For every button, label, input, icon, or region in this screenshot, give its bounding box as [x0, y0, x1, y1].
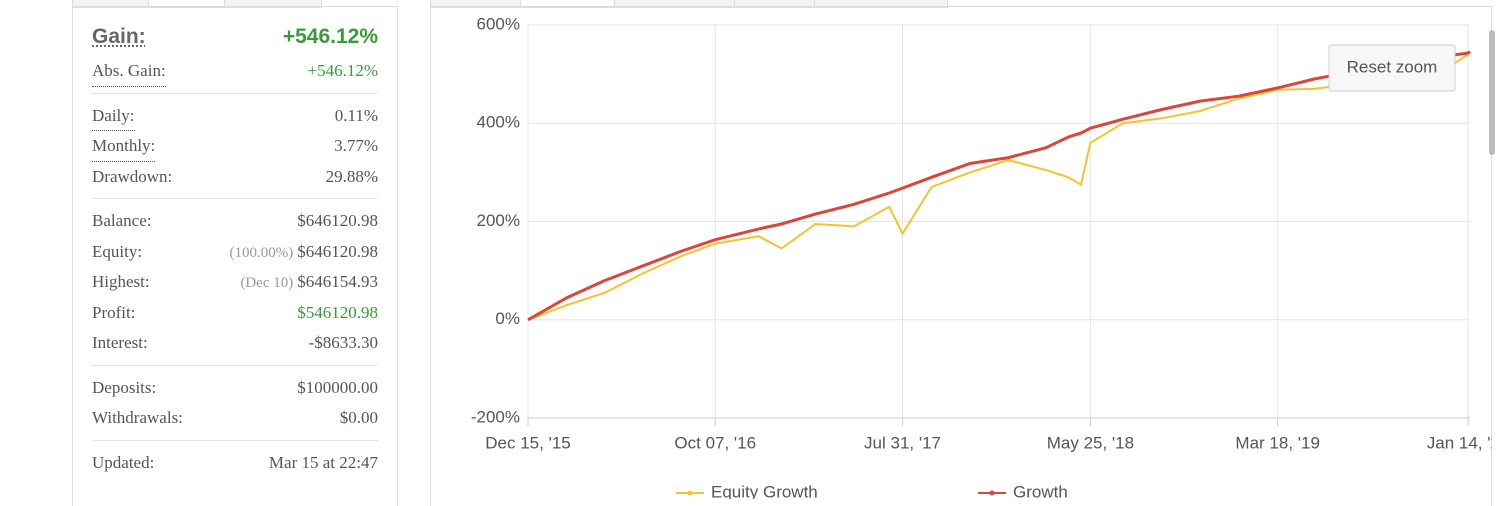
stats-value: -$8633.30: [308, 333, 378, 352]
stats-row: Updated: Mar 15 at 22:47: [92, 448, 378, 479]
stats-group: Abs. Gain: +546.12%: [92, 49, 378, 93]
stats-value: 0.11%: [334, 105, 378, 125]
chart-panel: [430, 6, 1492, 506]
reset-zoom-button[interactable]: [1328, 44, 1456, 92]
stats-value: 3.77%: [334, 136, 378, 155]
stats-label: Monthly:: [92, 131, 156, 162]
stats-note: (Dec 10): [240, 275, 294, 291]
stats-value: Mar 15 at 22:47: [268, 452, 378, 472]
stats-panel: Gain: +546.12% Abs. Gain: +546.12% Daily: 0…: [72, 6, 398, 506]
legend-label: Growth: [1013, 482, 1068, 499]
stats-row: Monthly: 3.77%: [92, 131, 378, 162]
gain-label: Gain:: [92, 25, 146, 48]
stats-row: Highest: (Dec 10) $646154.93: [92, 267, 378, 298]
x-tick-label: Dec 15, '15: [485, 433, 570, 452]
reset-zoom-label[interactable]: Reset zoom: [1347, 57, 1438, 76]
gain-value: +546.12%: [282, 25, 378, 48]
legend-marker: [687, 490, 693, 496]
stats-row: Drawdown: 29.88%: [92, 162, 378, 193]
y-tick-label: 200%: [477, 211, 520, 230]
stats-value: $646120.98: [297, 241, 378, 261]
stats-groups: Abs. Gain: +546.12% Daily: 0.11% Monthly: 3.7…: [92, 49, 378, 484]
stats-label: Drawdown:: [92, 166, 173, 186]
stats-label: Deposits:: [92, 377, 157, 397]
scrollbar[interactable]: [1489, 30, 1495, 155]
x-tick-label: Oct 07, '16: [674, 433, 756, 452]
x-tick-label: Mar 18, '19: [1235, 433, 1320, 452]
tab[interactable]: [814, 0, 948, 8]
stats-value-wrap: $546120.98: [297, 298, 378, 329]
stats-value-wrap: Mar 15 at 22:47: [269, 448, 378, 479]
legend-marker: [989, 490, 995, 496]
stats-value-wrap: $0.00: [340, 403, 378, 434]
stats-label: Profit:: [92, 302, 136, 322]
y-tick-label: 600%: [477, 14, 520, 33]
stats-row: Equity: (100.00%) $646120.98: [92, 237, 378, 268]
y-tick-label: 0%: [495, 309, 520, 328]
stats-note: (100.00%): [229, 244, 294, 261]
stats-value: +546.12%: [307, 61, 379, 80]
series-line: [527, 50, 1471, 322]
stats-label: Equity:: [92, 241, 143, 261]
stats-label: Abs. Gain:: [92, 56, 166, 87]
stats-value-wrap: 3.77%: [334, 131, 378, 162]
stats-label: Withdrawals:: [92, 408, 183, 427]
stats-value-wrap: 0.11%: [335, 101, 378, 132]
stats-row: Profit: $546120.98: [92, 298, 378, 329]
stats-group: Deposits: $100000.00 Withdrawals: $0.00: [92, 364, 378, 440]
stats-group: Daily: 0.11% Monthly: 3.77% Drawdown: 29.88%: [92, 92, 378, 199]
stats-label: Interest:: [92, 333, 148, 352]
x-tick-label: Jan 14, '20: [1427, 433, 1492, 452]
stats-label: Daily:: [92, 101, 135, 131]
chart: -200% 0% 200% 400% 600% Dec 15, '15 Oct 07, '1…: [471, 14, 1492, 499]
stats-value: 29.88%: [325, 166, 378, 186]
stats-value-wrap: $100000.00: [297, 373, 378, 404]
stats-value-wrap: $646120.98: [297, 206, 378, 237]
stats-row: Interest: -$8633.30: [92, 328, 378, 359]
stats-value-wrap: 29.88%: [326, 162, 378, 193]
x-tick-label: Jul 31, '17: [864, 433, 941, 452]
y-tick-label: -200%: [471, 407, 520, 426]
stats-row: Balance: $646120.98: [92, 206, 378, 237]
stats-label: Highest:: [92, 272, 150, 291]
stats-value-wrap: -$8633.30: [309, 328, 378, 359]
stats-row: Daily: 0.11%: [92, 101, 378, 132]
stats-value-wrap: (Dec 10) $646154.93: [240, 267, 378, 298]
stats-row: Withdrawals: $0.00: [92, 403, 378, 434]
series-line: [527, 50, 1471, 321]
y-tick-label: 400%: [477, 113, 520, 132]
stats-group: Updated: Mar 15 at 22:47: [92, 439, 378, 485]
gain-row: Gain: +546.12%: [92, 25, 378, 49]
stats-value: $646120.98: [297, 211, 378, 230]
stats-value: $546120.98: [297, 302, 378, 322]
x-tick-label: May 25, '18: [1047, 433, 1134, 452]
stats-group: Balance: $646120.98 Equity: (100.00%) $64612…: [92, 198, 378, 365]
stats-value: $100000.00: [297, 377, 378, 397]
tab[interactable]: [224, 0, 322, 8]
stats-value-wrap: (100.00%) $646120.98: [230, 237, 379, 268]
stats-row: Abs. Gain: +546.12%: [92, 56, 378, 87]
stats-label: Updated:: [92, 452, 155, 472]
stats-value-wrap: +546.12%: [308, 56, 379, 87]
stats-row: Deposits: $100000.00: [92, 373, 378, 404]
legend-label: Equity Growth: [711, 482, 818, 499]
stats-value: $646154.93: [297, 272, 378, 291]
stats-label: Balance:: [92, 211, 152, 230]
stats-value: $0.00: [339, 408, 378, 427]
